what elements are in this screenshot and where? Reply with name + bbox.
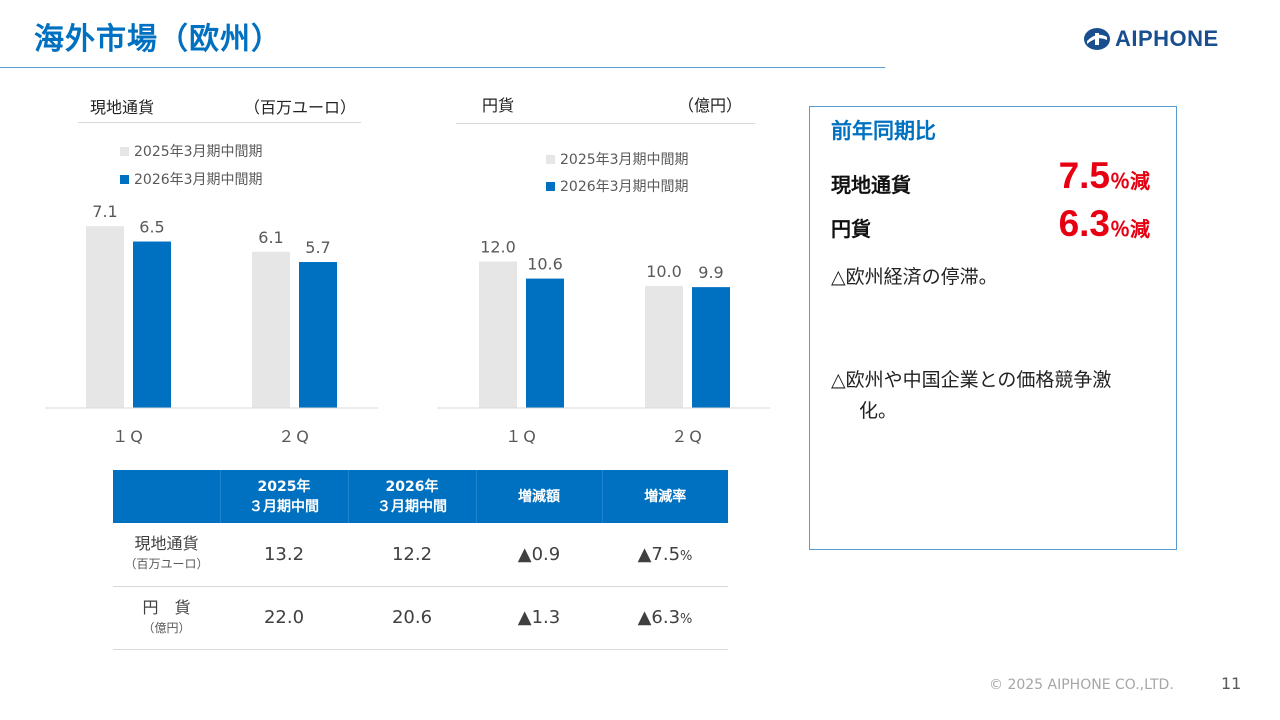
- cell-curr: 20.6: [348, 586, 476, 650]
- chart1-unit: （百万ユーロ）: [244, 98, 357, 117]
- legend-label: 2025年3月期中間期: [560, 152, 689, 168]
- note-text: 欧州や中国企業との価格競争激: [845, 369, 1112, 391]
- row-label-main: 円 貨: [142, 597, 191, 617]
- summary-yen-label: 円貨: [831, 217, 871, 241]
- header-period: ３月期中間: [249, 498, 319, 515]
- row-label-unit: （億円）: [142, 620, 191, 635]
- aiphone-logo-text: AIPHONE: [1115, 26, 1219, 51]
- aiphone-logo: AIPHONE: [1083, 26, 1219, 52]
- results-table: 2025年 ３月期中間 2026年 ３月期中間 増減額 増減率 現地通貨 （百万…: [113, 470, 728, 650]
- cell-prev: 13.2: [220, 523, 348, 587]
- header-period: ３月期中間: [377, 498, 447, 515]
- table-header-change: 増減額: [476, 470, 603, 523]
- chart1-legend-prev: 2025年3月期中間期: [120, 141, 263, 161]
- row-label-main: 現地通貨: [134, 534, 199, 554]
- category-tick-label: １Q: [505, 427, 538, 446]
- cell-rate: ▲6.3%: [602, 586, 728, 650]
- cell-change: ▲0.9: [476, 523, 602, 587]
- legend-label: 2026年3月期中間期: [134, 172, 263, 188]
- page-title: 海外市場（欧州）: [34, 22, 282, 57]
- category-tick-label: １Q: [112, 427, 145, 446]
- legend-label: 2025年3月期中間期: [134, 144, 263, 160]
- chart1-title: 現地通貨: [90, 98, 155, 117]
- bar-2Q-series-1: [645, 285, 683, 408]
- value-unit: ％減: [1110, 171, 1150, 193]
- cell-change: ▲1.3: [476, 586, 602, 650]
- bar-2Q-series-2: [299, 262, 337, 408]
- rate-unit: %: [680, 612, 693, 627]
- note-text-continued: 化。: [859, 400, 898, 422]
- category-tick-label: ２Q: [671, 427, 704, 446]
- rate-unit: %: [680, 548, 693, 564]
- summary-yen-value: 6.3％減: [1059, 203, 1150, 245]
- legend-swatch: [546, 154, 555, 164]
- data-label: 9.9: [698, 263, 723, 282]
- yoy-summary-box: 前年同期比 現地通貨 7.5％減 円貨 6.3％減 △欧州経済の停滞。 △欧州や…: [809, 106, 1177, 550]
- data-label: 10.0: [646, 262, 682, 281]
- chart1-legend-curr: 2026年3月期中間期: [120, 169, 263, 189]
- row-label: 円 貨 （億円）: [113, 586, 220, 650]
- bar-1Q-series-1: [479, 261, 517, 408]
- page-number: 11: [1221, 674, 1242, 693]
- chart1-header-rule: [78, 122, 361, 123]
- chart2-unit: （億円）: [678, 96, 743, 115]
- cell-rate: ▲7.5%: [602, 523, 728, 587]
- bar-1Q-series-1: [86, 226, 124, 408]
- legend-swatch: [120, 174, 129, 184]
- bar-2Q-series-2: [692, 287, 730, 408]
- data-label: 5.7: [305, 238, 330, 257]
- chart2-title: 円貨: [482, 96, 515, 115]
- table-header-row: 2025年 ３月期中間 2026年 ３月期中間 増減額 増減率: [113, 470, 728, 523]
- table-header-curr: 2026年 ３月期中間: [348, 470, 477, 523]
- bar-1Q-series-2: [526, 278, 564, 408]
- header-year: 2026年: [385, 478, 439, 495]
- bar-1Q-series-2: [133, 241, 171, 408]
- row-label: 現地通貨 （百万ユーロ）: [113, 523, 220, 587]
- title-divider: [0, 67, 885, 68]
- value-number: 6.3: [1058, 203, 1110, 244]
- data-label: 6.1: [258, 228, 283, 247]
- value-unit: ％減: [1110, 219, 1150, 241]
- chart2-legend-prev: 2025年3月期中間期: [546, 149, 689, 169]
- cell-prev: 22.0: [220, 586, 348, 650]
- data-label: 7.1: [92, 202, 117, 221]
- table-header-rate: 増減率: [602, 470, 728, 523]
- cell-curr: 12.2: [348, 523, 476, 587]
- data-label: 12.0: [480, 237, 516, 256]
- table-row: 現地通貨 （百万ユーロ） 13.2 12.2 ▲0.9 ▲7.5%: [113, 523, 728, 587]
- note-text: 欧州経済の停滞。: [845, 266, 998, 288]
- note-competition: △欧州や中国企業との価格競争激 化。: [831, 365, 1161, 427]
- chart1-plot: 7.1 6.5 １Q 6.1 5.7 ２Q: [45, 202, 378, 446]
- summary-title: 前年同期比: [831, 119, 936, 143]
- chart2-header-rule: [456, 123, 755, 124]
- note-economy: △欧州経済の停滞。: [831, 262, 1161, 293]
- chart2-legend-curr: 2026年3月期中間期: [546, 176, 689, 196]
- header-year: 2025年: [257, 478, 311, 495]
- bar-2Q-series-1: [252, 251, 290, 408]
- rate-value: ▲7.5: [637, 543, 681, 565]
- rate-value: ▲6.3: [637, 607, 681, 628]
- legend-swatch: [546, 181, 555, 191]
- row-label-unit: （百万ユーロ）: [124, 557, 209, 572]
- triangle-icon: △: [831, 266, 846, 288]
- triangle-icon: △: [831, 369, 846, 391]
- data-label: 6.5: [139, 218, 164, 237]
- data-label: 10.6: [527, 255, 563, 274]
- category-tick-label: ２Q: [278, 427, 311, 446]
- summary-local-label: 現地通貨: [831, 173, 911, 197]
- value-number: 7.5: [1058, 155, 1110, 196]
- table-header-blank: [113, 470, 221, 523]
- legend-label: 2026年3月期中間期: [560, 179, 689, 195]
- summary-local-value: 7.5％減: [1059, 155, 1150, 197]
- legend-swatch: [120, 146, 129, 156]
- copyright: © 2025 AIPHONE CO.,LTD.: [989, 677, 1174, 693]
- table-header-prev: 2025年 ３月期中間: [220, 470, 349, 523]
- aiphone-mark-icon: [1084, 28, 1110, 50]
- chart2-plot: 12.0 10.6 １Q 10.0 9.9 ２Q: [437, 237, 770, 446]
- table-row: 円 貨 （億円） 22.0 20.6 ▲1.3 ▲6.3%: [113, 586, 728, 650]
